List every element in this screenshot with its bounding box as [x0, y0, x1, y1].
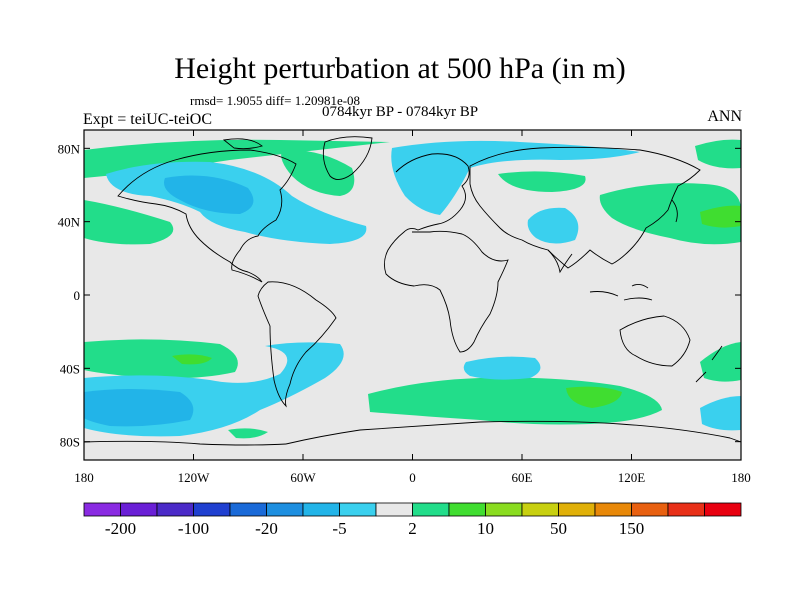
negative-anomaly-region: [463, 356, 541, 380]
colorbar-label: -100: [178, 519, 209, 538]
experiment-label: Expt = teiUC-teiOC: [83, 111, 213, 128]
lat-tick-label: 80S: [60, 435, 80, 450]
chart-title: Height perturbation at 500 hPa (in m): [174, 52, 626, 85]
lat-tick-label: 40S: [60, 361, 80, 376]
latitude-axis: 80N 40N 0 40S 80S: [58, 141, 741, 450]
lat-tick-label: 40N: [58, 215, 81, 230]
colorbar-label: -5: [332, 519, 346, 538]
longitude-axis: 180 120W 60W 0 60E 120E 180: [74, 130, 751, 485]
positive-anomaly-region: [695, 139, 741, 169]
season-label: ANN: [707, 108, 742, 125]
positive-anomaly-region: [281, 149, 355, 196]
positive-anomaly-region: [498, 171, 586, 192]
colorbar-label: -20: [255, 519, 278, 538]
colorbar-label: 10: [477, 519, 494, 538]
lon-tick-label: 0: [409, 470, 416, 485]
colorbar-swatch: [266, 502, 304, 517]
lat-tick-label: 0: [74, 288, 81, 303]
negative-anomaly-region: [391, 140, 640, 215]
colorbar-label: 2: [408, 519, 417, 538]
colorbar-label: 50: [550, 519, 567, 538]
lon-tick-label: 180: [731, 470, 751, 485]
lon-tick-label: 60E: [512, 470, 533, 485]
coastlines: [84, 136, 741, 446]
colorbar-swatch: [83, 502, 121, 517]
colorbar-swatch: [631, 502, 669, 517]
colorbar-swatch: [339, 502, 377, 517]
colorbar-swatch: [229, 502, 267, 517]
lat-tick-label: 80N: [58, 141, 81, 156]
colorbar-swatch: [193, 502, 231, 517]
colorbar-swatch: [521, 502, 559, 517]
period-label: 0784kyr BP - 0784kyr BP: [322, 104, 479, 120]
colorbar-swatch: [375, 502, 413, 517]
colorbar-swatch: [156, 502, 194, 517]
positive-anomaly-region: [599, 183, 741, 245]
colorbar-swatch: [558, 502, 596, 517]
colorbar-swatch: [485, 502, 523, 517]
colorbar-label: 150: [619, 519, 645, 538]
negative-anomaly-core: [84, 389, 194, 427]
positive-anomaly-core: [700, 205, 741, 228]
lon-tick-label: 60W: [290, 470, 316, 485]
colorbar-swatch: [448, 502, 486, 517]
positive-anomaly-region: [700, 342, 741, 382]
colorbar-swatch: [302, 502, 340, 517]
negative-anomaly-region: [700, 396, 741, 431]
positive-anomaly-region: [84, 339, 238, 379]
colorbar-swatch: [412, 502, 450, 517]
colorbar-label: -200: [105, 519, 136, 538]
colorbar-swatch: [667, 502, 705, 517]
contour-field: [84, 136, 741, 446]
negative-anomaly-region: [527, 207, 579, 244]
colorbar-swatch: [594, 502, 632, 517]
rmsd-stats: rmsd= 1.9055 diff= 1.20981e-08: [190, 93, 361, 108]
lon-tick-label: 180: [74, 470, 94, 485]
positive-anomaly-core: [566, 386, 622, 408]
negative-anomaly-core: [164, 175, 254, 214]
positive-anomaly-region: [84, 200, 174, 245]
colorbar-swatch: [704, 502, 742, 517]
positive-anomaly-core: [172, 354, 212, 365]
lon-tick-label: 120E: [618, 470, 646, 485]
colorbar: -200 -100 -20 -5 2 10 50 150: [83, 502, 742, 538]
positive-anomaly-region: [228, 428, 268, 439]
lon-tick-label: 120W: [178, 470, 211, 485]
colorbar-swatch: [120, 502, 158, 517]
